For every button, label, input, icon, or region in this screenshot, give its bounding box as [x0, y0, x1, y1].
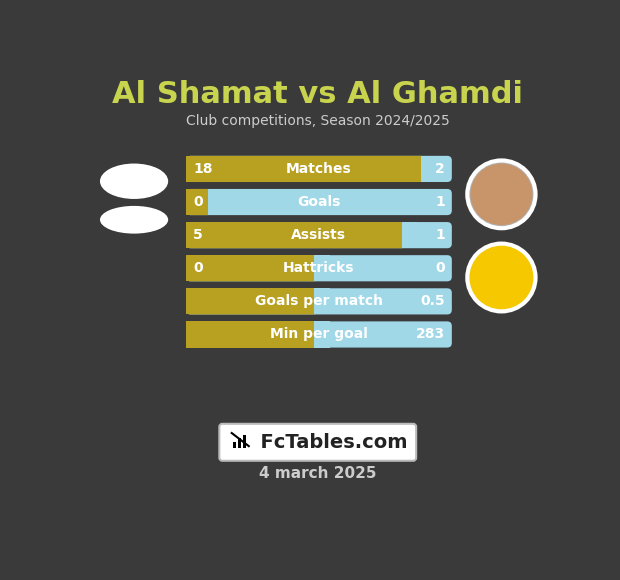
Text: 0: 0	[193, 261, 203, 276]
Bar	[238, 438, 241, 448]
Circle shape	[467, 244, 536, 311]
Text: 283: 283	[416, 328, 445, 342]
Text: Hattricks: Hattricks	[283, 261, 355, 276]
Bar	[420, 156, 436, 182]
Bar	[314, 255, 330, 281]
Text: 4 march 2025: 4 march 2025	[259, 466, 376, 481]
Text: Min per goal: Min per goal	[270, 328, 368, 342]
Bar	[242, 434, 246, 448]
Text: 5: 5	[193, 228, 203, 242]
Text: 2: 2	[435, 162, 445, 176]
FancyBboxPatch shape	[186, 156, 452, 182]
Bar	[186, 156, 425, 182]
Text: Al Shamat vs Al Ghamdi: Al Shamat vs Al Ghamdi	[112, 79, 523, 108]
Text: FcTables.com: FcTables.com	[247, 433, 407, 452]
FancyBboxPatch shape	[186, 288, 319, 314]
Text: 1: 1	[435, 228, 445, 242]
Text: 0: 0	[435, 261, 445, 276]
FancyBboxPatch shape	[186, 321, 319, 347]
Bar	[402, 222, 417, 248]
Bar	[186, 255, 319, 281]
FancyBboxPatch shape	[186, 222, 452, 248]
Bar	[233, 443, 236, 448]
FancyBboxPatch shape	[219, 424, 416, 461]
Bar	[314, 321, 330, 347]
FancyBboxPatch shape	[186, 288, 452, 314]
Circle shape	[471, 164, 533, 225]
Bar	[314, 288, 330, 314]
Text: 0.5: 0.5	[420, 295, 445, 309]
Bar	[186, 222, 407, 248]
Text: Assists: Assists	[291, 228, 347, 242]
FancyBboxPatch shape	[186, 222, 407, 248]
Text: Matches: Matches	[286, 162, 352, 176]
FancyBboxPatch shape	[186, 255, 319, 281]
FancyBboxPatch shape	[186, 321, 452, 347]
Circle shape	[467, 161, 536, 228]
Text: 0: 0	[193, 195, 203, 209]
FancyBboxPatch shape	[186, 156, 425, 182]
Ellipse shape	[100, 206, 168, 234]
Bar	[208, 189, 223, 215]
Bar	[186, 321, 319, 347]
FancyBboxPatch shape	[186, 189, 213, 215]
Text: Club competitions, Season 2024/2025: Club competitions, Season 2024/2025	[186, 114, 450, 128]
Text: 18: 18	[193, 162, 213, 176]
Bar	[186, 288, 319, 314]
FancyBboxPatch shape	[186, 255, 452, 281]
Bar	[186, 189, 213, 215]
FancyBboxPatch shape	[186, 189, 452, 215]
Text: Goals: Goals	[297, 195, 340, 209]
Ellipse shape	[100, 164, 168, 199]
Text: 1: 1	[435, 195, 445, 209]
Text: Goals per match: Goals per match	[255, 295, 383, 309]
